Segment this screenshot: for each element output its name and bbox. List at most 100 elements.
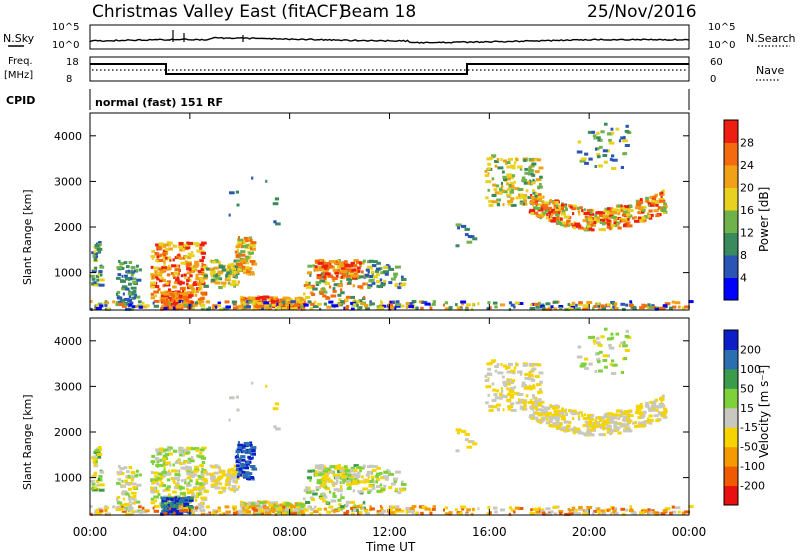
velocity-cell xyxy=(608,416,614,420)
power-cell xyxy=(637,200,644,204)
velocity-cell xyxy=(442,508,445,512)
velocity-cell xyxy=(552,421,556,425)
power-cell xyxy=(539,175,543,179)
velocity-cell xyxy=(240,458,246,462)
velocity-cell xyxy=(316,507,322,511)
power-cell xyxy=(538,198,543,202)
velocity-cell xyxy=(225,510,231,514)
power-cell xyxy=(303,284,310,287)
power-cell xyxy=(268,299,275,303)
velocity-cell xyxy=(495,389,500,393)
velocity-cell xyxy=(356,471,361,475)
velocity-cell xyxy=(412,508,415,512)
velocity-cell xyxy=(96,452,103,456)
velocity-cell xyxy=(533,416,538,420)
velocity-cell xyxy=(604,422,609,426)
velocity-cell xyxy=(388,472,394,476)
velocity-cell xyxy=(188,498,194,502)
velocity-cell xyxy=(191,456,194,459)
velocity-cell xyxy=(164,453,170,457)
power-cell xyxy=(194,260,199,264)
velocity-cell xyxy=(335,480,339,483)
power-cell xyxy=(623,135,626,139)
colorbar-tick-label: -200 xyxy=(740,480,765,493)
power-cell xyxy=(153,275,158,279)
velocity-cell xyxy=(388,486,393,490)
power-cell xyxy=(199,277,206,281)
power-cell xyxy=(575,224,582,228)
power-cell xyxy=(187,256,192,260)
velocity-cell xyxy=(361,507,365,511)
velocity-cell xyxy=(361,475,364,479)
velocity-cell xyxy=(153,509,159,513)
velocity-cell xyxy=(660,411,667,415)
power-cell xyxy=(550,219,556,223)
power-cell xyxy=(612,302,618,306)
power-cell xyxy=(424,302,431,306)
velocity-cell xyxy=(501,375,505,379)
power-cell xyxy=(494,160,499,163)
power-cell xyxy=(166,306,170,310)
velocity-cell xyxy=(176,511,179,515)
velocity-cell xyxy=(660,400,663,404)
power-cell xyxy=(620,219,623,223)
power-cell xyxy=(532,189,535,193)
power-cell xyxy=(506,165,513,169)
power-cell xyxy=(237,238,244,242)
velocity-cell xyxy=(380,476,386,480)
velocity-cell xyxy=(200,496,207,500)
velocity-cell xyxy=(486,362,492,366)
power-cell xyxy=(658,206,661,209)
velocity-cell xyxy=(366,470,372,474)
power-cell xyxy=(240,250,246,254)
power-cell xyxy=(625,124,629,128)
colorbar-swatch xyxy=(724,466,738,487)
velocity-cell xyxy=(371,469,377,473)
power-cell xyxy=(629,300,633,304)
power-cell xyxy=(493,188,498,192)
power-cell xyxy=(531,181,536,185)
power-cell xyxy=(486,157,492,161)
velocity-cell xyxy=(170,497,174,501)
power-cell xyxy=(550,215,553,219)
power-cell xyxy=(607,303,610,307)
velocity-cell xyxy=(215,481,221,485)
power-cell xyxy=(332,304,339,308)
power-cell xyxy=(555,213,560,217)
power-cell xyxy=(508,184,512,187)
power-cell xyxy=(151,257,154,260)
power-cell xyxy=(122,292,125,296)
power-cell xyxy=(121,274,124,278)
velocity-cell xyxy=(234,507,237,511)
velocity-cell xyxy=(116,501,121,505)
velocity-cell xyxy=(152,480,156,484)
velocity-cell xyxy=(513,510,516,514)
velocity-cell xyxy=(395,505,400,509)
power-cell xyxy=(538,304,542,308)
power-cell xyxy=(356,266,361,270)
power-cell xyxy=(160,244,165,248)
power-cell xyxy=(158,247,162,251)
power-cell xyxy=(250,297,256,301)
power-cell xyxy=(155,259,158,262)
power-cell xyxy=(162,279,166,282)
velocity-cell xyxy=(131,501,136,505)
velocity-cell xyxy=(160,503,165,507)
power-cell xyxy=(361,302,365,306)
velocity-cell xyxy=(639,403,643,406)
velocity-cell xyxy=(180,466,186,470)
x-tick-label: 12:00 xyxy=(372,525,407,539)
velocity-cell xyxy=(154,457,160,461)
velocity-cell xyxy=(536,408,543,412)
power-cell xyxy=(211,306,216,310)
power-cell xyxy=(541,306,546,310)
velocity-cell xyxy=(183,478,187,482)
power-cell xyxy=(192,303,198,307)
velocity-cell xyxy=(232,507,236,511)
velocity-cell xyxy=(166,485,171,489)
power-cell xyxy=(507,174,512,178)
velocity-cell xyxy=(321,492,325,496)
velocity-cell xyxy=(518,507,524,510)
velocity-cell xyxy=(466,508,471,512)
velocity-cell xyxy=(162,501,168,505)
